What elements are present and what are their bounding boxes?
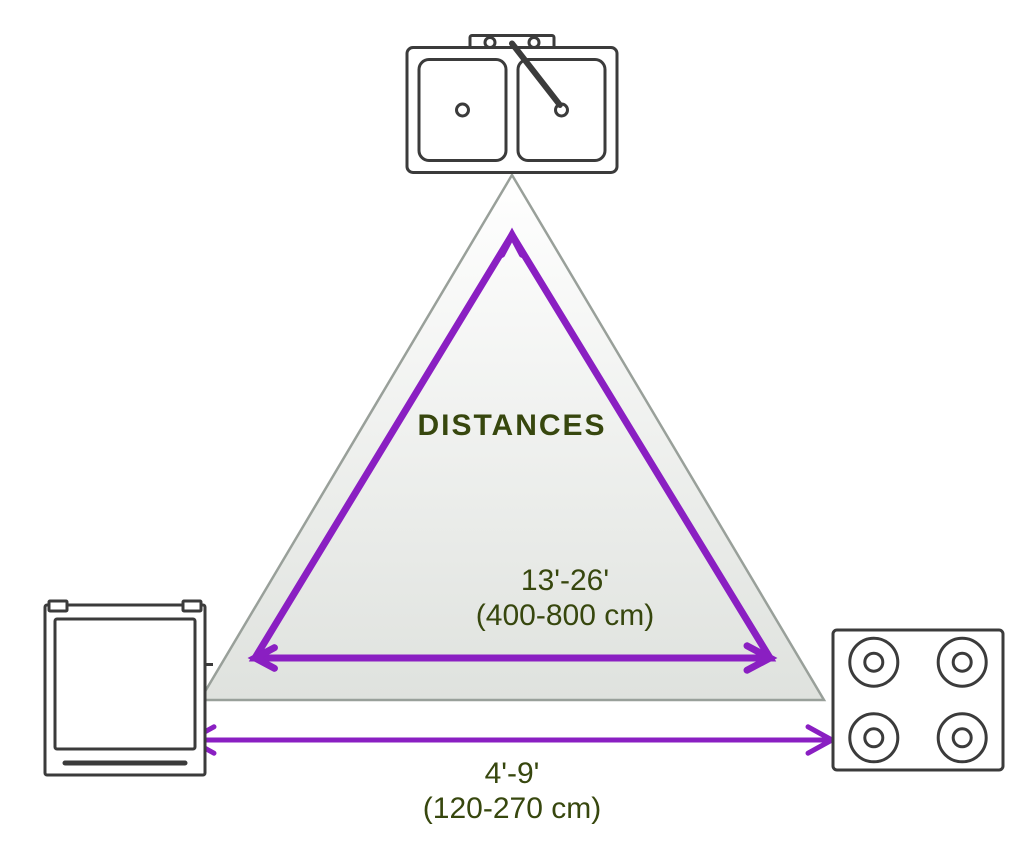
leg-cm-label: (120-270 cm) [423, 792, 601, 825]
title-label: DISTANCES [417, 409, 606, 442]
bottom-dimension-arrow [190, 727, 832, 753]
cooktop-icon [833, 630, 1003, 770]
perimeter-feet-label: 13'-26' [521, 564, 609, 597]
fridge-icon [45, 601, 213, 775]
kitchen-triangle-diagram: DISTANCES 13'-26' (400-800 cm) 4'-9' (12… [0, 0, 1024, 851]
leg-feet-label: 4'-9' [485, 757, 540, 790]
sink-icon [407, 36, 617, 173]
perimeter-cm-label: (400-800 cm) [476, 599, 654, 632]
